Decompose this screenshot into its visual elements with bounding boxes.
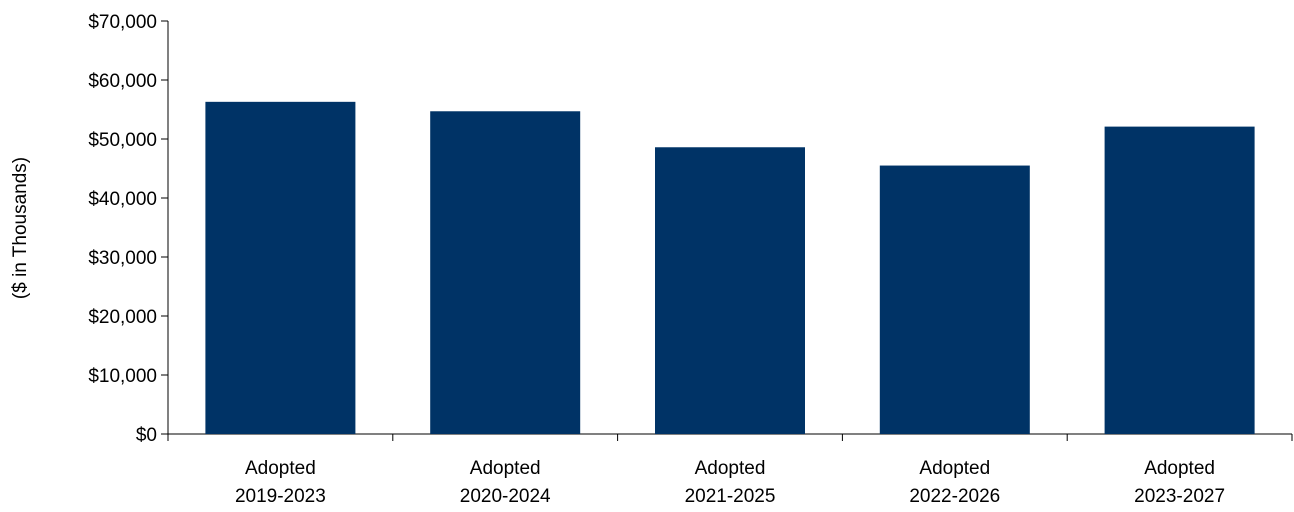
bar — [430, 111, 581, 435]
x-category-label-line1: Adopted — [919, 458, 990, 479]
y-axis-label-group: ($ in Thousands) — [10, 157, 31, 299]
bar — [879, 165, 1030, 435]
bar — [1104, 126, 1255, 435]
y-tick-label: $50,000 — [88, 130, 157, 151]
y-tick-label: $40,000 — [88, 189, 157, 210]
bar — [205, 101, 356, 434]
x-category-label-line1: Adopted — [470, 458, 541, 479]
x-category-label-line2: 2023-2027 — [1134, 486, 1225, 507]
x-category-label-line1: Adopted — [695, 458, 766, 479]
y-tick-label: $70,000 — [88, 12, 157, 33]
labels: $0 $10,000 $20,000 $30,000 $40,000 $50,000 $60… — [88, 12, 1225, 507]
y-tick-label: $60,000 — [88, 71, 157, 92]
x-category-label-line2: 2021-2025 — [685, 486, 776, 507]
y-axis-label: ($ in Thousands) — [10, 157, 31, 299]
y-tick-label: $10,000 — [88, 366, 157, 387]
x-category-label-line2: 2022-2026 — [909, 486, 1000, 507]
bars — [205, 101, 1255, 435]
x-category-label-line1: Adopted — [1144, 458, 1215, 479]
y-tick-label: $30,000 — [88, 248, 157, 269]
y-tick-label: $0 — [136, 425, 157, 446]
x-category-label-line2: 2019-2023 — [235, 486, 326, 507]
y-tick-label: $20,000 — [88, 307, 157, 328]
bar — [655, 147, 805, 434]
x-category-label-line2: 2020-2024 — [460, 486, 551, 507]
x-category-label-line1: Adopted — [245, 458, 316, 479]
